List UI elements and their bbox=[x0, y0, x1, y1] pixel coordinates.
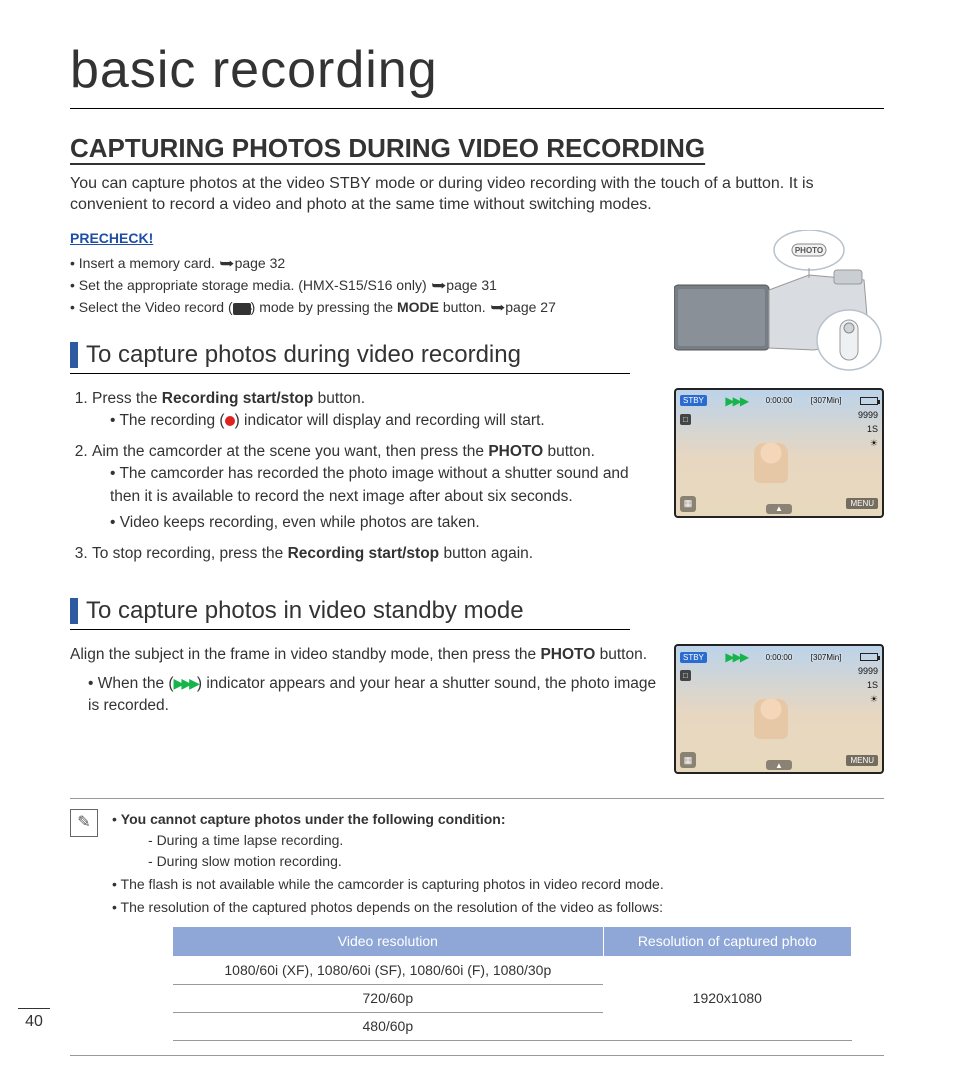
menu-button: MENU bbox=[846, 755, 878, 766]
stby-badge: STBY bbox=[680, 395, 707, 406]
subsection-title: To capture photos in video standby mode bbox=[86, 597, 524, 625]
note-icon: ✎ bbox=[70, 809, 98, 837]
step-text: button. bbox=[313, 390, 365, 407]
camcorder-diagram: PHOTO bbox=[674, 230, 894, 380]
elapsed-time: 0:00:00 bbox=[766, 396, 793, 405]
step-text: button again. bbox=[439, 545, 533, 562]
button-name: PHOTO bbox=[488, 443, 543, 460]
step-text: ) indicator will display and recording w… bbox=[235, 412, 545, 429]
quick-menu-icon: ▦ bbox=[680, 752, 696, 768]
wb-icon: ☀ bbox=[870, 694, 878, 705]
step-sub-item: The recording ( ) indicator will display … bbox=[110, 410, 658, 432]
heading-accent-bar bbox=[70, 598, 78, 624]
storage-icon: □ bbox=[680, 670, 691, 681]
remaining-shots: 9999 bbox=[858, 666, 878, 676]
bullet-text: When the ( bbox=[98, 675, 174, 692]
up-tab-icon: ▲ bbox=[766, 760, 792, 770]
stby-badge: STBY bbox=[680, 652, 707, 663]
elapsed-time: 0:00:00 bbox=[766, 653, 793, 662]
button-name: PHOTO bbox=[540, 646, 595, 663]
quick-menu-icon: ▦ bbox=[680, 496, 696, 512]
note-item: You cannot capture photos under the foll… bbox=[112, 809, 852, 872]
standby-bullet: When the (▶▶▶) indicator appears and you… bbox=[88, 673, 658, 718]
ref-arrow-icon: ➥ bbox=[431, 274, 446, 296]
precheck-text: Set the appropriate storage media. (HMX-… bbox=[79, 277, 431, 293]
button-name: Recording start/stop bbox=[162, 390, 314, 407]
up-tab-icon: ▲ bbox=[766, 504, 792, 514]
subsection-title: To capture photos during video recording bbox=[86, 341, 521, 369]
intro-paragraph: You can capture photos at the video STBY… bbox=[70, 174, 884, 216]
lcd-preview: STBY ▶▶▶ 0:00:00 [307Min] □ 9999 1S ☀ ▦ … bbox=[674, 388, 884, 518]
menu-button: MENU bbox=[846, 498, 878, 509]
note-content: You cannot capture photos under the foll… bbox=[112, 809, 852, 1041]
remaining-time: [307Min] bbox=[811, 653, 842, 662]
interval-icon: 1S bbox=[867, 424, 878, 434]
interval-icon: 1S bbox=[867, 680, 878, 690]
precheck-text: Select the Video record ( bbox=[79, 299, 233, 315]
capture-indicator-icon: ▶▶▶ bbox=[174, 673, 197, 693]
note-bold: You cannot capture photos under the foll… bbox=[121, 811, 506, 827]
step-text: The recording ( bbox=[119, 412, 224, 429]
table-header: Video resolution bbox=[173, 927, 604, 957]
wb-icon: ☀ bbox=[870, 438, 878, 449]
step-item: Press the Recording start/stop button. T… bbox=[92, 388, 658, 433]
table-header: Resolution of captured photo bbox=[603, 927, 851, 957]
note-dash-item: During a time lapse recording. bbox=[148, 830, 852, 851]
page-ref: page 27 bbox=[505, 299, 556, 315]
note-item: The resolution of the captured photos de… bbox=[112, 897, 852, 918]
remaining-time: [307Min] bbox=[811, 396, 842, 405]
step-item: To stop recording, press the Recording s… bbox=[92, 543, 658, 565]
note-box: ✎ You cannot capture photos under the fo… bbox=[70, 798, 884, 1056]
ref-arrow-icon: ➥ bbox=[219, 252, 234, 274]
step-text: button. bbox=[543, 443, 595, 460]
resolution-table: Video resolution Resolution of captured … bbox=[172, 926, 852, 1041]
precheck-text: button. bbox=[439, 299, 490, 315]
remaining-shots: 9999 bbox=[858, 410, 878, 420]
battery-icon bbox=[860, 397, 878, 405]
step-text: Aim the camcorder at the scene you want,… bbox=[92, 443, 488, 460]
subsection-heading: To capture photos during video recording bbox=[70, 341, 630, 374]
precheck-text: Insert a memory card. bbox=[79, 255, 219, 271]
table-cell: 1080/60i (XF), 1080/60i (SF), 1080/60i (… bbox=[173, 957, 604, 985]
precheck-text: ) mode by pressing the bbox=[251, 299, 397, 315]
table-cell: 480/60p bbox=[173, 1013, 604, 1041]
step-sub-item: The camcorder has recorded the photo ima… bbox=[110, 463, 658, 508]
chapter-title: basic recording bbox=[70, 40, 884, 109]
table-cell: 720/60p bbox=[173, 985, 604, 1013]
heading-accent-bar bbox=[70, 342, 78, 368]
step-text: Press the bbox=[92, 390, 162, 407]
page-number: 40 bbox=[18, 1008, 50, 1031]
lcd-subject bbox=[754, 443, 788, 483]
para-text: button. bbox=[595, 646, 647, 663]
step-sub-item: Video keeps recording, even while photos… bbox=[110, 512, 658, 534]
ref-arrow-icon: ➥ bbox=[490, 296, 505, 318]
step-text: To stop recording, press the bbox=[92, 545, 288, 562]
step-item: Aim the camcorder at the scene you want,… bbox=[92, 441, 658, 535]
button-name: Recording start/stop bbox=[288, 545, 440, 562]
steps-list: Press the Recording start/stop button. T… bbox=[70, 388, 658, 573]
para-text: Align the subject in the frame in video … bbox=[70, 646, 540, 663]
table-cell-merged: 1920x1080 bbox=[603, 957, 851, 1041]
lcd-preview: STBY ▶▶▶ 0:00:00 [307Min] □ 9999 1S ☀ ▦ … bbox=[674, 644, 884, 774]
subsection-heading: To capture photos in video standby mode bbox=[70, 597, 630, 630]
play-arrows-icon: ▶▶▶ bbox=[725, 650, 747, 664]
photo-button-label: PHOTO bbox=[795, 246, 823, 255]
precheck-label: PRECHECK! bbox=[70, 230, 153, 246]
storage-icon: □ bbox=[680, 414, 691, 425]
page-ref: page 31 bbox=[446, 277, 497, 293]
play-arrows-icon: ▶▶▶ bbox=[725, 394, 747, 408]
note-item: The flash is not available while the cam… bbox=[112, 874, 852, 895]
note-dash-item: During slow motion recording. bbox=[148, 851, 852, 872]
page-ref: page 32 bbox=[235, 255, 286, 271]
section-heading: CAPTURING PHOTOS DURING VIDEO RECORDING bbox=[70, 133, 884, 164]
video-mode-icon bbox=[233, 303, 251, 315]
record-indicator-icon bbox=[225, 416, 235, 426]
battery-icon bbox=[860, 653, 878, 661]
standby-text: Align the subject in the frame in video … bbox=[70, 644, 658, 774]
lcd-subject bbox=[754, 699, 788, 739]
mode-button-label: MODE bbox=[397, 299, 439, 315]
